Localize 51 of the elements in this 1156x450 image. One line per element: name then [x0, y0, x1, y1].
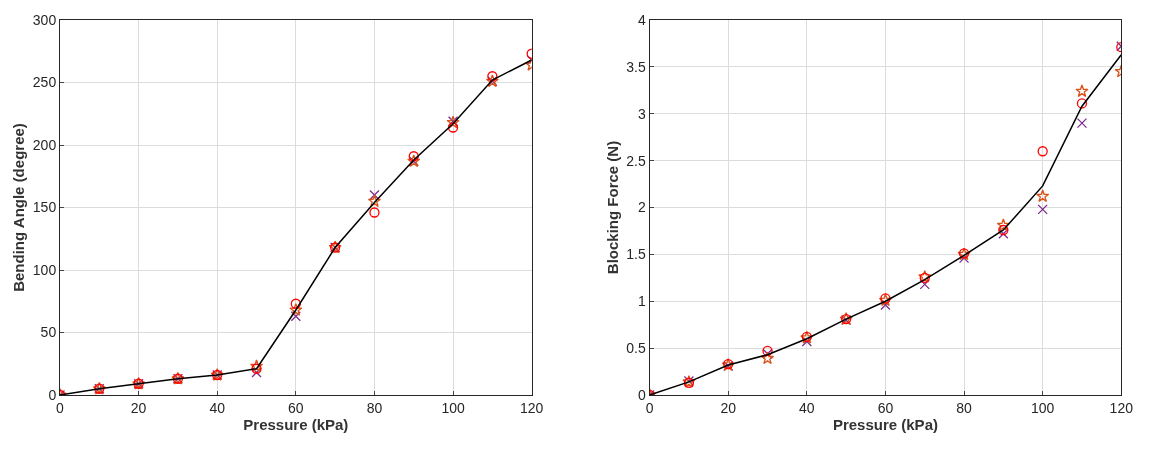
x-tick-label: 40: [209, 399, 226, 416]
point: [1076, 117, 1088, 129]
y-tick-label: 200: [32, 136, 57, 153]
x-tick-label: 120: [520, 399, 544, 416]
y-axis-title: Blocking Force (N): [603, 140, 621, 275]
y-tick-label: 150: [32, 199, 57, 216]
y-tick-label: 50: [40, 324, 57, 341]
y-tick-label: 1.5: [626, 246, 647, 263]
point: [251, 363, 262, 374]
x-tick-label: 80: [956, 399, 973, 416]
point: [369, 207, 380, 218]
x-tick-label: 20: [130, 399, 147, 416]
point: [1037, 204, 1048, 215]
y-tick-label: 0.5: [626, 340, 647, 357]
y-tick-label: 250: [32, 74, 57, 91]
point: [447, 122, 459, 133]
point: [1075, 84, 1089, 97]
x-tick-label: 120: [1109, 399, 1134, 416]
y-axis-title: Bending Angle (degree): [10, 123, 28, 292]
point: [998, 224, 1009, 236]
point: [290, 298, 301, 309]
x-tick-label: 100: [441, 399, 465, 416]
y-tick-label: 2: [638, 199, 646, 216]
x-axis-title: Pressure (kPa): [243, 415, 349, 433]
point: [249, 359, 264, 372]
y-tick-label: 100: [32, 261, 57, 278]
point: [289, 303, 303, 316]
x-tick-label: 60: [288, 399, 304, 416]
x-tick-label: 80: [366, 399, 383, 416]
y-tick-label: 3: [638, 105, 646, 122]
y-tick-label: 2.5: [626, 152, 647, 169]
point: [1036, 189, 1050, 202]
x-tick-label: 20: [720, 399, 737, 416]
point: [290, 311, 301, 322]
point: [1076, 98, 1088, 109]
y-tick-label: 0: [638, 386, 646, 403]
x-axis-title: Pressure (kPa): [832, 415, 938, 433]
x-tick-label: 60: [877, 399, 894, 416]
y-tick-label: 1: [638, 293, 646, 310]
x-tick-label: 40: [799, 399, 815, 416]
y-tick-label: 3.5: [626, 58, 647, 75]
y-tick-label: 4: [638, 11, 646, 28]
point: [408, 151, 419, 162]
y-tick-label: 300: [32, 11, 57, 28]
y-tick-label: 0: [48, 386, 57, 403]
point: [760, 351, 775, 365]
point: [367, 194, 382, 207]
x-tick-label: 100: [1030, 399, 1055, 416]
point: [487, 71, 498, 82]
point: [996, 218, 1010, 232]
point: [1037, 146, 1048, 157]
